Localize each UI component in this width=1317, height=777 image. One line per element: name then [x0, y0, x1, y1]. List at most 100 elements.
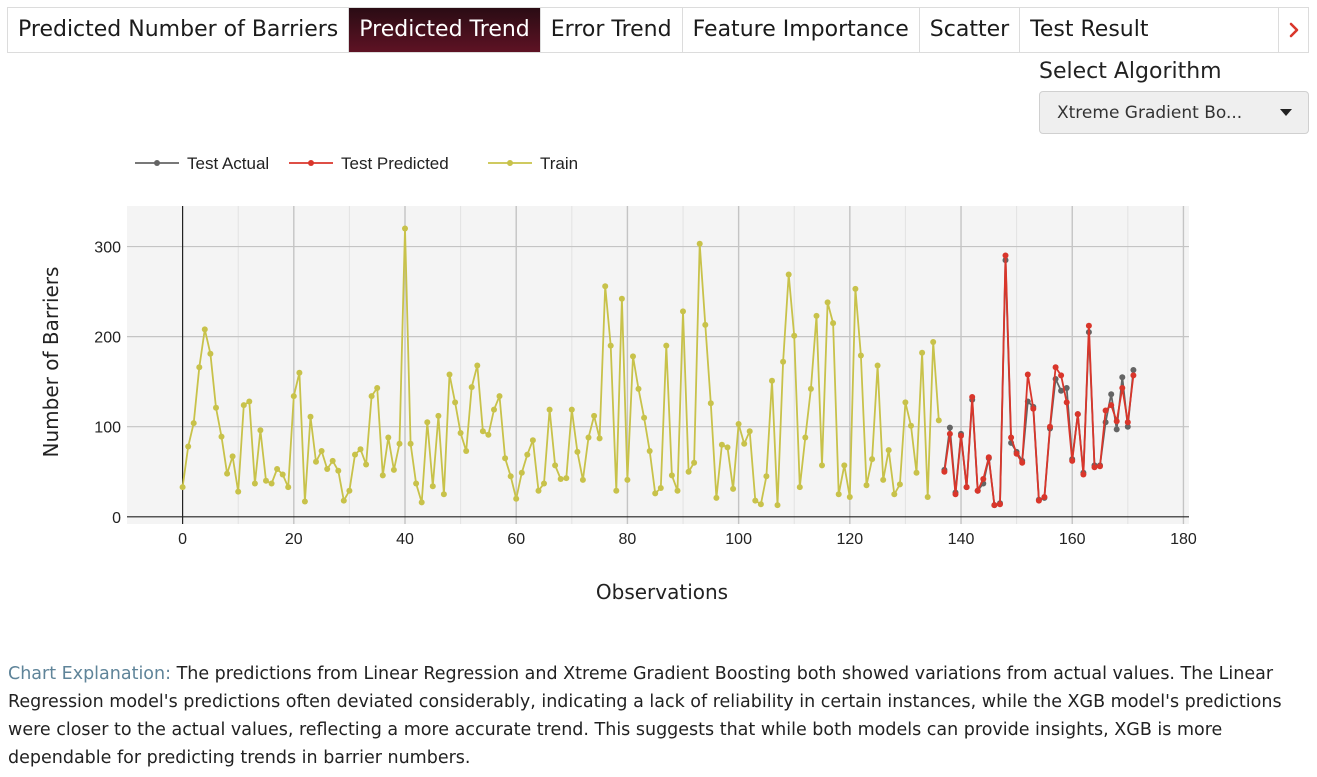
- data-point-train: [385, 434, 392, 441]
- algorithm-select-value: Xtreme Gradient Bo...: [1057, 102, 1243, 123]
- data-point-train: [674, 487, 681, 494]
- data-point-train: [552, 462, 559, 469]
- data-point-test-predicted: [985, 454, 992, 461]
- data-point-train: [769, 377, 775, 384]
- data-point-train: [657, 485, 664, 491]
- data-point-train: [346, 487, 353, 494]
- data-point-train: [791, 332, 798, 339]
- data-point-train: [635, 385, 642, 392]
- data-point-test-predicted: [1052, 364, 1059, 371]
- data-point-train: [541, 480, 547, 487]
- legend-marker-train: [507, 160, 513, 166]
- data-point-train: [374, 385, 381, 391]
- data-point-train: [913, 469, 920, 476]
- data-point-train: [235, 488, 242, 495]
- data-point-test-predicted: [946, 430, 953, 437]
- data-point-test-predicted: [1058, 372, 1065, 379]
- data-point-test-actual: [946, 424, 953, 431]
- data-point-train: [741, 440, 748, 447]
- data-point-train: [935, 417, 942, 424]
- data-point-train: [718, 441, 725, 448]
- data-point-train: [407, 440, 414, 447]
- tab-predicted-trend[interactable]: Predicted Trend: [349, 8, 541, 52]
- x-tick-label: 20: [285, 531, 303, 548]
- data-point-test-predicted: [1074, 411, 1081, 418]
- data-point-train: [224, 470, 231, 477]
- data-point-test-actual: [1063, 385, 1070, 391]
- data-point-test-actual: [1108, 391, 1115, 398]
- data-point-train: [585, 434, 592, 441]
- data-point-train: [363, 461, 370, 468]
- data-point-train: [491, 406, 497, 413]
- data-point-test-predicted: [941, 468, 948, 475]
- x-tick-label: 120: [836, 531, 863, 548]
- tab-test-result[interactable]: Test Result: [1030, 17, 1149, 42]
- data-point-train: [807, 385, 814, 392]
- data-point-train: [263, 477, 269, 484]
- predicted-trend-chart: 0 20 40 60 80 100 120 140 160 180 0 100 200 300 Observ…: [39, 154, 1197, 604]
- data-point-test-actual: [1124, 423, 1131, 430]
- algorithm-select[interactable]: Xtreme Gradient Bo...: [1039, 91, 1309, 134]
- data-point-train: [179, 484, 186, 491]
- legend-label-train: Train: [540, 154, 578, 173]
- data-point-train: [285, 484, 292, 491]
- data-point-train: [696, 240, 703, 247]
- x-tick-label: 40: [396, 531, 414, 548]
- data-point-train: [607, 342, 614, 349]
- data-point-test-actual: [1058, 387, 1065, 394]
- data-point-train: [663, 342, 670, 349]
- data-point-train: [752, 497, 759, 504]
- data-point-test-actual: [1113, 426, 1120, 433]
- data-point-train: [440, 491, 447, 498]
- data-point-train: [452, 399, 459, 406]
- caret-down-icon: [1280, 109, 1292, 116]
- data-point-train: [568, 406, 575, 413]
- data-point-train: [557, 476, 564, 482]
- data-point-train: [329, 457, 336, 464]
- data-point-train: [485, 431, 492, 438]
- data-point-train: [930, 339, 937, 345]
- data-point-test-predicted: [1024, 371, 1031, 378]
- data-point-train: [702, 321, 709, 328]
- data-point-train: [290, 393, 297, 400]
- x-tick-label: 0: [178, 531, 187, 548]
- data-point-train: [685, 468, 692, 475]
- data-point-test-actual: [1130, 367, 1137, 373]
- data-point-train: [591, 412, 598, 419]
- data-point-train: [746, 428, 753, 435]
- tab-scatter[interactable]: Scatter: [920, 8, 1021, 52]
- data-point-train: [424, 419, 431, 426]
- data-point-train: [891, 491, 898, 498]
- data-point-test-predicted: [1063, 399, 1070, 406]
- x-tick-label: 100: [725, 531, 752, 548]
- data-point-train: [196, 364, 203, 371]
- data-point-train: [902, 399, 909, 406]
- data-point-train: [691, 459, 698, 466]
- data-point-train: [507, 473, 514, 480]
- tab-bar: Predicted Number of Barriers Predicted T…: [7, 7, 1309, 53]
- legend-marker-test-actual: [154, 160, 160, 166]
- data-point-train: [418, 499, 425, 506]
- data-point-test-predicted: [1097, 463, 1103, 470]
- tab-scroll-next-button[interactable]: [1278, 8, 1308, 52]
- data-point-test-predicted: [974, 487, 981, 494]
- data-point-train: [841, 462, 848, 469]
- data-point-train: [279, 471, 286, 478]
- data-point-train: [785, 271, 792, 278]
- data-point-train: [735, 421, 742, 427]
- data-point-train: [390, 466, 397, 473]
- data-point-train: [468, 384, 475, 391]
- data-point-train: [579, 476, 586, 483]
- data-point-train: [307, 413, 314, 420]
- data-point-train: [819, 462, 825, 469]
- data-point-train: [524, 451, 531, 458]
- data-point-train: [435, 412, 442, 419]
- data-point-train: [602, 283, 609, 290]
- data-point-train: [474, 362, 481, 369]
- data-point-test-predicted: [1124, 419, 1131, 426]
- tab-error-trend[interactable]: Error Trend: [541, 8, 683, 52]
- data-point-train: [707, 400, 714, 407]
- data-point-train: [463, 448, 470, 454]
- tab-feature-importance[interactable]: Feature Importance: [683, 8, 920, 52]
- tab-predicted-number-of-barriers[interactable]: Predicted Number of Barriers: [8, 8, 350, 52]
